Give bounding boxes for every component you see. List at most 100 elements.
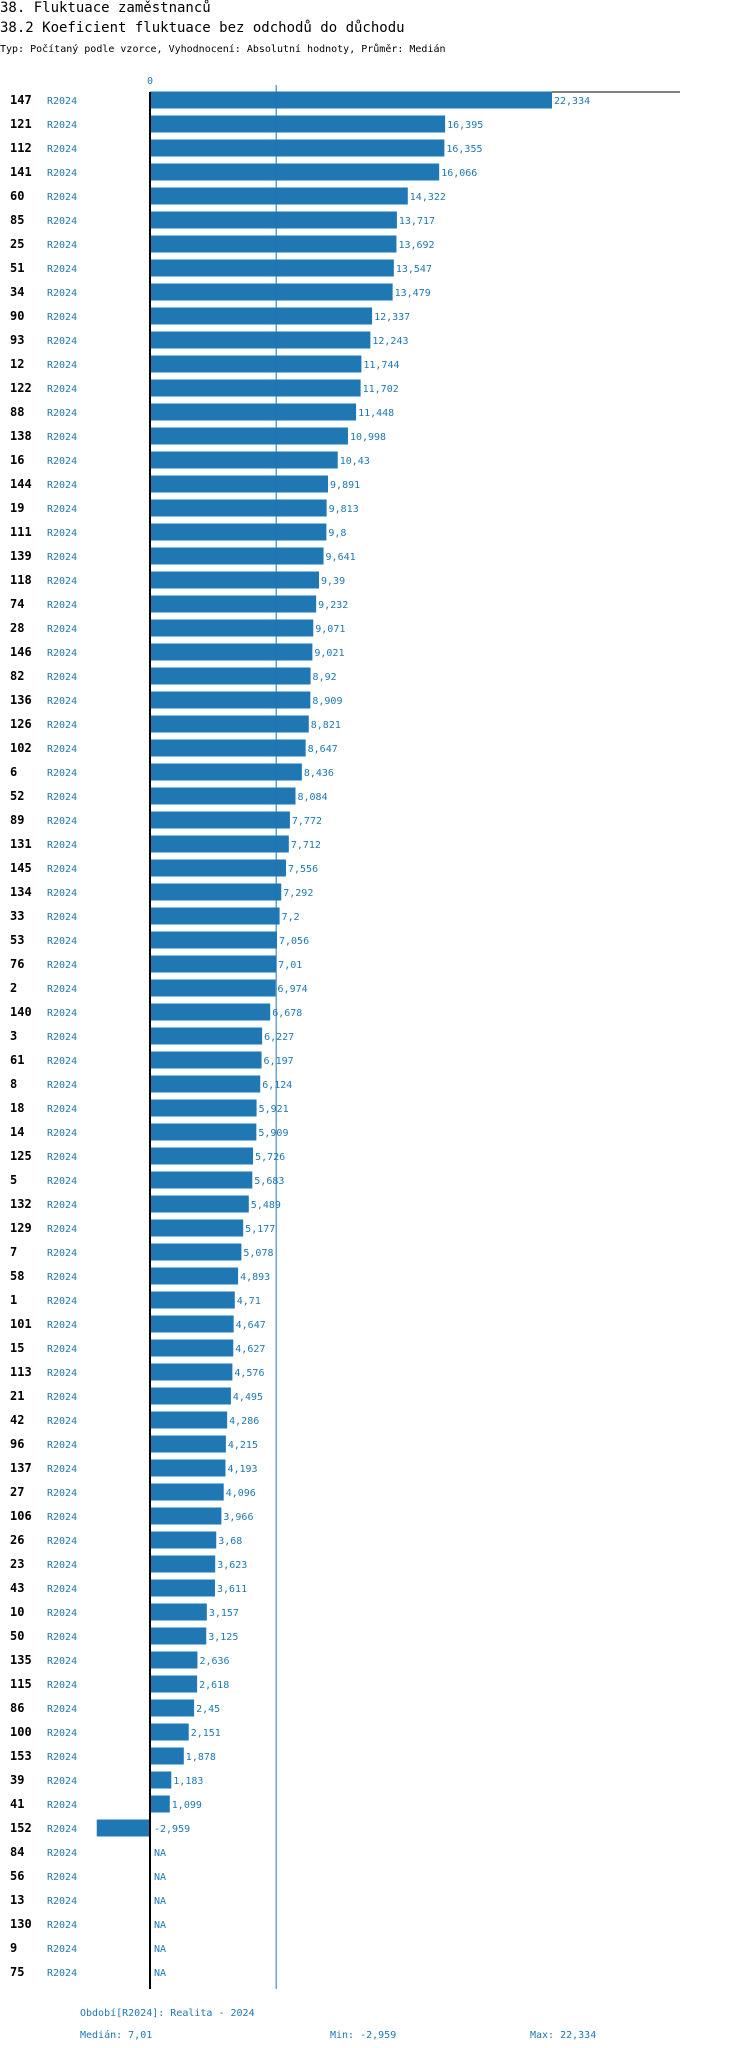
value-label: 7,056 (279, 936, 309, 947)
row-label: 131 (10, 837, 32, 851)
series-label: R2024 (47, 672, 77, 683)
row-label: 153 (10, 1749, 32, 1763)
row-label: 51 (10, 261, 24, 275)
row-label: 13 (10, 1893, 24, 1907)
row-label: 113 (10, 1365, 32, 1379)
bar (150, 1555, 216, 1573)
value-label: 10,998 (350, 432, 386, 443)
bar (150, 1411, 228, 1429)
row-label: 102 (10, 741, 32, 755)
footer-min: Min: -2,959 (330, 2030, 397, 2041)
row-label: 96 (10, 1437, 24, 1451)
series-label: R2024 (47, 1032, 77, 1043)
series-label: R2024 (47, 1440, 77, 1451)
bar (150, 187, 408, 205)
bar (150, 1651, 198, 1669)
series-label: R2024 (47, 624, 77, 635)
value-label: 4,71 (237, 1296, 261, 1307)
row-label: 39 (10, 1773, 24, 1787)
value-label: NA (154, 1944, 166, 1955)
value-label: 13,547 (396, 264, 432, 275)
series-label: R2024 (47, 1392, 77, 1403)
row-label: 58 (10, 1269, 24, 1283)
bar (150, 355, 362, 373)
series-label: R2024 (47, 1464, 77, 1475)
row-label: 8 (10, 1077, 17, 1091)
series-label: R2024 (47, 1800, 77, 1811)
series-label: R2024 (47, 984, 77, 995)
row-label: 122 (10, 381, 32, 395)
row-label: 125 (10, 1149, 32, 1163)
series-label: R2024 (47, 1128, 77, 1139)
bar (150, 787, 296, 805)
series-label: R2024 (47, 1296, 77, 1307)
bar (150, 115, 446, 133)
value-label: 9,021 (314, 648, 344, 659)
series-label: R2024 (47, 432, 77, 443)
bar (150, 235, 397, 253)
series-label: R2024 (47, 144, 77, 155)
series-label: R2024 (47, 1416, 77, 1427)
row-label: 12 (10, 357, 24, 371)
row-label: 21 (10, 1389, 24, 1403)
value-label: 8,647 (308, 744, 338, 755)
bar (150, 1699, 195, 1717)
series-label: R2024 (47, 648, 77, 659)
bar (150, 1267, 239, 1285)
value-label: 3,623 (217, 1560, 247, 1571)
series-label: R2024 (47, 864, 77, 875)
series-label: R2024 (47, 1920, 77, 1931)
bar (150, 1795, 170, 1813)
bar (150, 667, 311, 685)
bar (150, 1459, 226, 1477)
row-label: 42 (10, 1413, 24, 1427)
value-label: 2,45 (196, 1704, 220, 1715)
row-label: 41 (10, 1797, 24, 1811)
row-label: 28 (10, 621, 24, 635)
value-label: 1,099 (172, 1800, 202, 1811)
footer-median: Medián: 7,01 (80, 2030, 153, 2041)
value-label: NA (154, 1848, 166, 1859)
value-label: 4,495 (233, 1392, 263, 1403)
value-label: 6,124 (262, 1080, 292, 1091)
row-label: 56 (10, 1869, 24, 1883)
series-label: R2024 (47, 1632, 77, 1643)
value-label: 7,556 (288, 864, 318, 875)
value-label: 9,232 (318, 600, 348, 611)
series-label: R2024 (47, 240, 77, 251)
bar (150, 1531, 217, 1549)
series-label: R2024 (47, 840, 77, 851)
row-label: 19 (10, 501, 24, 515)
bar (150, 931, 278, 949)
bar (150, 1147, 254, 1165)
row-label: 152 (10, 1821, 32, 1835)
value-label: 3,125 (208, 1632, 238, 1643)
series-label: R2024 (47, 1848, 77, 1859)
zero-tick-label: 0 (147, 76, 153, 87)
value-label: NA (154, 1896, 166, 1907)
row-label: 43 (10, 1581, 24, 1595)
row-label: 85 (10, 213, 24, 227)
bar (150, 1771, 172, 1789)
series-label: R2024 (47, 792, 77, 803)
bar (150, 211, 397, 229)
bar (150, 1123, 257, 1141)
row-label: 2 (10, 981, 17, 995)
bar (150, 91, 553, 109)
bar (150, 1243, 242, 1261)
value-label: 22,334 (554, 96, 590, 107)
series-label: R2024 (47, 1488, 77, 1499)
value-label: 6,974 (278, 984, 308, 995)
series-label: R2024 (47, 1104, 77, 1115)
row-label: 146 (10, 645, 32, 659)
series-label: R2024 (47, 1080, 77, 1091)
bar (150, 1051, 262, 1069)
series-label: R2024 (47, 1896, 77, 1907)
series-label: R2024 (47, 1344, 77, 1355)
row-label: 89 (10, 813, 24, 827)
series-label: R2024 (47, 1368, 77, 1379)
row-label: 147 (10, 93, 32, 107)
footer-period: Období[R2024]: Realita - 2024 (80, 2008, 255, 2019)
value-label: 7,772 (292, 816, 322, 827)
row-label: 82 (10, 669, 24, 683)
